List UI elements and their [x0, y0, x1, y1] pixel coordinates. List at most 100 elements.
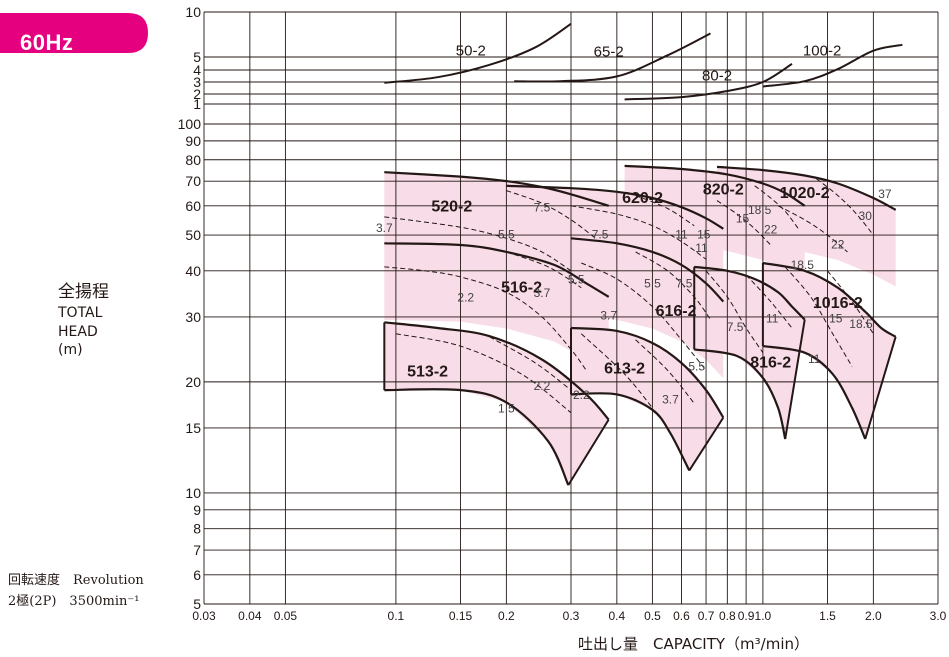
motor-kw-label: 18.5: [791, 258, 815, 272]
motor-kw-label: 22: [831, 237, 845, 251]
top-curve-616-2: [570, 237, 725, 303]
region-1016-2: [762, 263, 896, 439]
bottom-curve-613-2: [570, 392, 691, 472]
x-axis-title: 吐出し量 CAPACITY（m³/min）: [578, 635, 810, 653]
top-curve-1020-2: [716, 165, 897, 211]
dashed-curve-620-2: [635, 195, 695, 227]
motor-kw-label: 3.7: [376, 221, 393, 235]
model-label-1016-2: 1016-2: [813, 295, 863, 312]
motor-kw-label: 18.5: [748, 203, 772, 217]
y-tick-label: 100: [178, 116, 202, 132]
badge-shape: [0, 13, 148, 53]
y-tick-label: 10: [185, 485, 201, 501]
motor-kw-label: 11: [695, 241, 708, 255]
top-curve-816-2: [694, 265, 806, 321]
x-tick-label: 2.0: [865, 609, 882, 623]
motor-kw-label: 3.7: [534, 286, 551, 300]
top-curve-516-2: [384, 242, 610, 298]
dashed-curve-513-2: [395, 333, 572, 414]
upper-curve-50-2: [384, 22, 572, 84]
motor-kw-label: 7.5: [534, 200, 551, 214]
x-tick-label: 3.0: [930, 609, 947, 623]
motor-kw-label: 1.5: [498, 402, 515, 416]
y-tick-label: 15: [185, 420, 201, 436]
revolution-label: 回転速度 Revolution: [8, 573, 144, 588]
y-tick-label: 30: [185, 309, 201, 325]
top-curve-513-2: [384, 321, 610, 421]
motor-kw-label: 15: [697, 227, 711, 241]
y-axis-title-line1: TOTAL: [58, 305, 103, 321]
y-tick-label: 9: [193, 502, 201, 518]
model-regions: [384, 165, 896, 486]
region-513-2: [384, 322, 609, 486]
curves: [383, 22, 903, 486]
model-label-613-2: 613-2: [604, 360, 645, 377]
x-tick-label: 1.0: [755, 609, 772, 623]
y-axis-unit: (m): [58, 342, 83, 358]
y-tick-label: 5: [193, 49, 201, 65]
y-tick-label: 60: [185, 198, 201, 214]
right-edge-513-2: [567, 419, 610, 486]
motor-kw-label: 37: [878, 187, 892, 201]
motor-kw-label: 3.7: [662, 392, 679, 406]
model-label-816-2: 816-2: [750, 354, 791, 371]
upper-curve-80-2: [624, 63, 793, 101]
y-tick-label: 3: [193, 74, 201, 90]
chart-labels: 0.03 0.04 0.05 0.1 0.15 0.2 0.3 0.4 0.5 0.6 0.7 0.8…: [178, 4, 947, 623]
model-label-616-2: 616-2: [656, 303, 697, 320]
y-tick-label: 80: [185, 152, 201, 168]
y-tick-label: 4: [193, 62, 201, 78]
dashed-curve-620-2: [570, 205, 707, 260]
model-label-820-2: 820-2: [703, 181, 744, 198]
x-tick-label: 0.03: [192, 609, 216, 623]
upper-label-50-2: 50-2: [456, 42, 486, 59]
y-axis-title-jp: 全揚程: [58, 282, 109, 302]
top-curve-1016-2: [762, 261, 897, 338]
dashed-curve-816-2: [705, 270, 764, 353]
y-tick-label: 20: [185, 374, 201, 390]
right-edge-816-2: [784, 319, 806, 440]
top-curve-520-2: [384, 171, 610, 207]
x-tick-label: 0.5: [644, 609, 661, 623]
y-tick-label: 10: [185, 4, 201, 20]
x-tick-label: 0.9: [738, 609, 755, 623]
motor-kw-label: 11: [675, 227, 688, 241]
motor-kw-label: 15: [829, 311, 843, 325]
x-tick-label: 1.5: [819, 609, 836, 623]
model-label-516-2: 516-2: [501, 280, 542, 297]
y-tick-label: 8: [193, 521, 201, 537]
y-tick-label: 70: [185, 173, 201, 189]
dashed-curve-516-2: [506, 251, 582, 289]
x-tick-label: 0.15: [449, 609, 473, 623]
x-tick-label: 0.7: [698, 609, 715, 623]
upper-curve-65-2: [514, 32, 711, 83]
model-label-620-2: 620-2: [622, 190, 663, 207]
model-label-1020-2: 1020-2: [780, 185, 830, 202]
dashed-curve-520-2: [506, 190, 596, 239]
dashed-curve-1020-2: [816, 178, 874, 236]
dashed-curve-613-2: [635, 339, 695, 404]
top-curve-820-2: [624, 164, 806, 207]
bottom-curve-1016-2: [762, 345, 867, 440]
upper-label-80-2: 80-2: [702, 67, 732, 84]
motor-kw-label: 22: [764, 222, 778, 236]
motor-kw-label: 2.2: [457, 291, 474, 305]
right-edge-613-2: [688, 417, 725, 472]
motor-kw-label: 11: [808, 352, 821, 366]
frequency-label: 60Hz: [20, 30, 74, 55]
motor-kw-label: 7.5: [592, 227, 609, 241]
motor-kw-label: 5.5: [498, 227, 515, 241]
y-tick-label: 6: [193, 567, 201, 583]
x-tick-label: 0.05: [274, 609, 298, 623]
model-label-513-2: 513-2: [407, 363, 448, 380]
bottom-curve-513-2: [384, 388, 570, 486]
region-613-2: [571, 328, 724, 471]
frequency-badge: 60Hz: [0, 13, 148, 55]
region-516-2: [384, 243, 609, 374]
motor-kw-label: 5.5: [568, 272, 585, 286]
motor-kw-label: 2.2: [573, 388, 590, 402]
motor-kw-label: 3.7: [600, 309, 617, 323]
top-curve-620-2: [506, 184, 724, 230]
bottom-curve-816-2: [694, 348, 787, 440]
